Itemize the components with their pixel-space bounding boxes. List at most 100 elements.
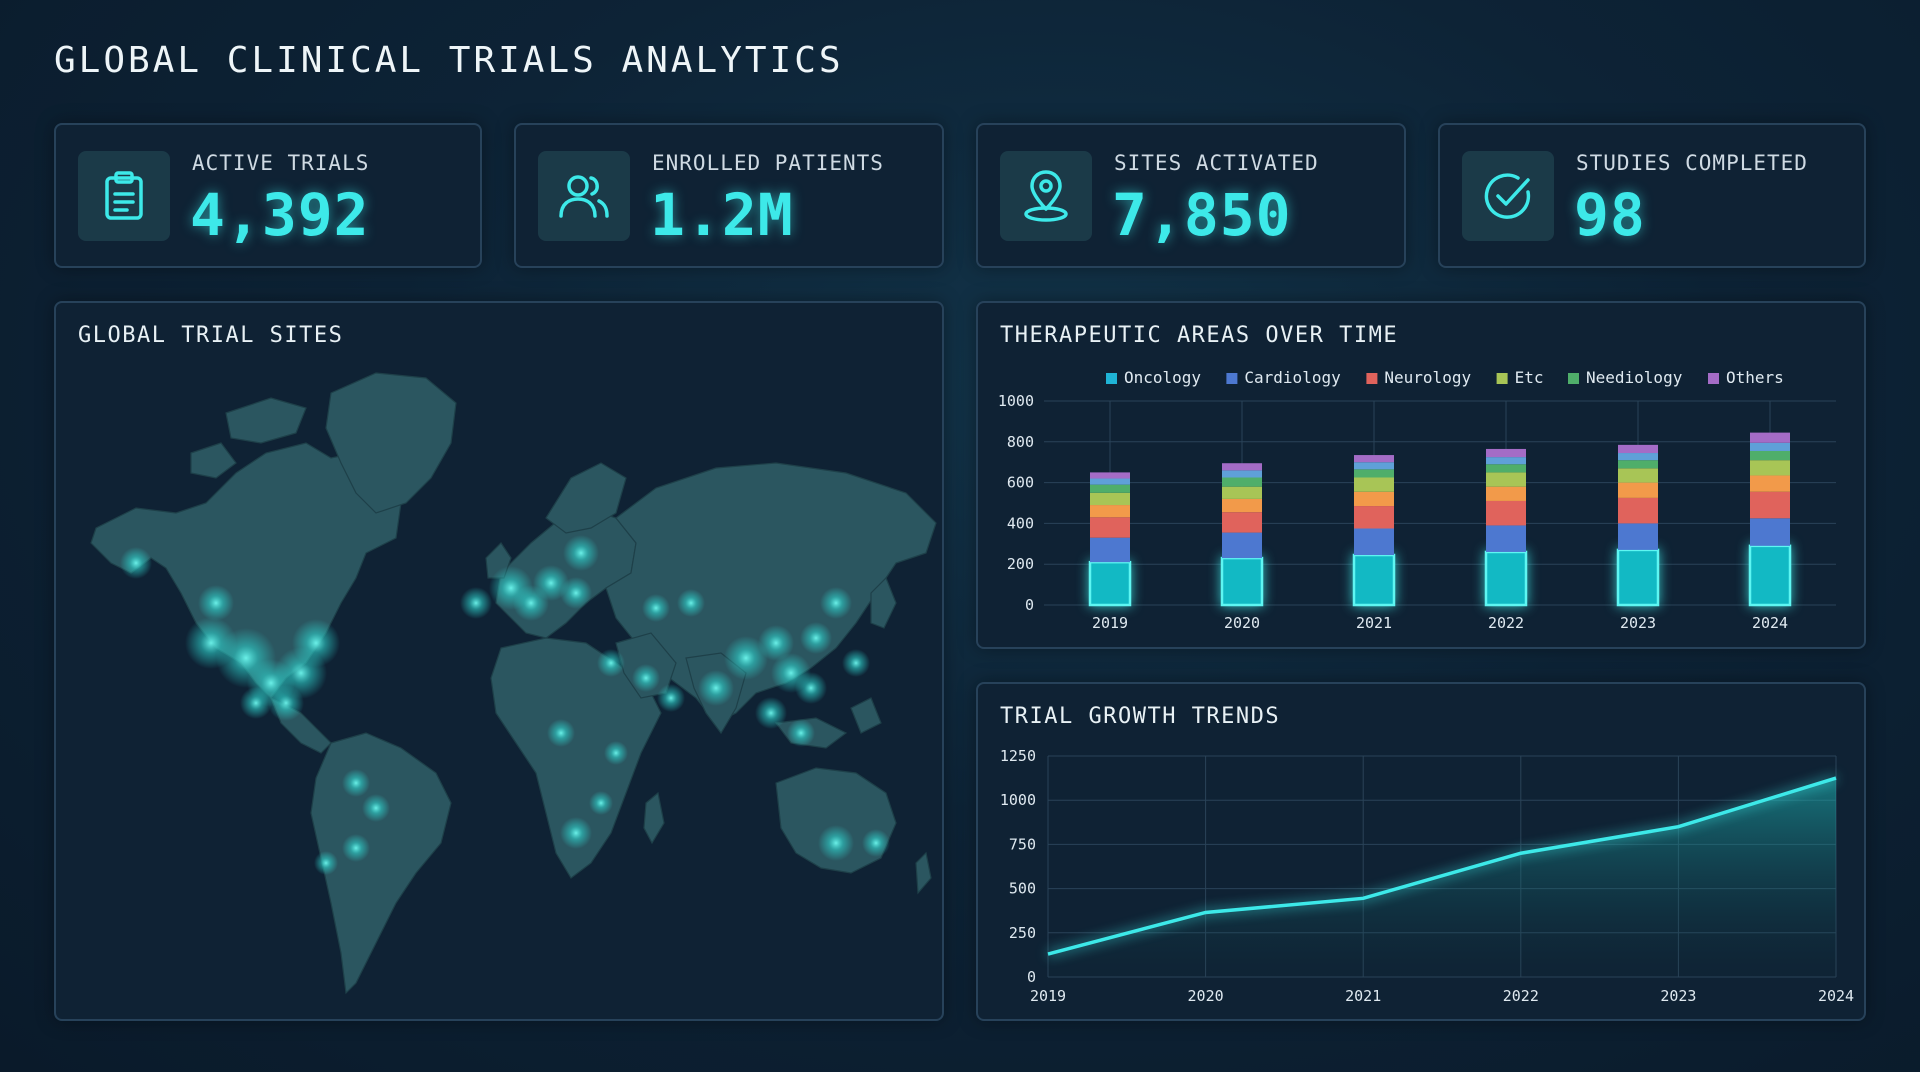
- bar-segment: [1618, 523, 1658, 550]
- legend-label: Neediology: [1586, 368, 1683, 387]
- bar-segment: [1090, 484, 1130, 493]
- x-tick-label: 2019: [1092, 614, 1128, 632]
- bar-segment: [1750, 475, 1790, 492]
- bar-segment: [1354, 491, 1394, 507]
- y-tick-label: 750: [1009, 835, 1036, 853]
- kpi-card-sites-activated[interactable]: SITES ACTIVATED 7,850: [976, 123, 1406, 268]
- growth-line: [1047, 776, 1837, 956]
- bar-segment: [1354, 462, 1394, 470]
- y-tick-label: 500: [1009, 880, 1036, 898]
- legend-swatch: [1226, 373, 1238, 384]
- continent-south-america: [310, 732, 452, 995]
- kpi-label: SITES ACTIVATED: [1114, 151, 1319, 175]
- panel-title: GLOBAL TRIAL SITES: [78, 323, 344, 348]
- x-tick-label: 2023: [1620, 614, 1656, 632]
- bar-segment: [1750, 432, 1790, 443]
- bar-segment: [1750, 460, 1790, 476]
- clipboard-icon: [78, 151, 170, 241]
- bar-segment: [1222, 512, 1262, 533]
- bar-segment: [1486, 457, 1526, 465]
- users-icon: [538, 151, 630, 241]
- x-tick-label: 2024: [1752, 614, 1788, 632]
- x-tick-label: 2021: [1345, 987, 1381, 1005]
- bar-segment: [1090, 492, 1130, 506]
- y-tick-label: 1000: [998, 392, 1034, 410]
- x-tick-label: 2022: [1503, 987, 1539, 1005]
- bar-segment: [1222, 532, 1262, 559]
- y-tick-label: 800: [1007, 433, 1034, 451]
- trial-growth-chart[interactable]: 0 250 500 750 1000 1250 2019 2020 2021 2022 2023 20…: [978, 684, 1864, 1019]
- x-tick-label: 2023: [1660, 987, 1696, 1005]
- legend-label: Etc: [1515, 368, 1544, 387]
- bar-segment: [1486, 448, 1526, 458]
- bar-segment: [1618, 444, 1658, 454]
- kpi-label: STUDIES COMPLETED: [1576, 151, 1808, 175]
- bar-segment: [1354, 477, 1394, 492]
- bar-segment: [1354, 469, 1394, 478]
- location-pin-icon: [1000, 151, 1092, 241]
- kpi-card-active-trials[interactable]: ACTIVE TRIALS 4,392: [54, 123, 482, 268]
- legend-swatch: [1106, 373, 1117, 384]
- bar-segment: [1354, 506, 1394, 529]
- y-tick-label: 0: [1025, 596, 1034, 614]
- check-circle-icon: [1462, 151, 1554, 241]
- kpi-value: 4,392: [190, 181, 370, 249]
- bar-segment: [1750, 518, 1790, 546]
- therapeutic-areas-panel: THERAPEUTIC AREAS OVER TIME Oncology Card…: [976, 301, 1866, 649]
- legend-swatch: [1568, 373, 1579, 384]
- y-tick-label: 600: [1007, 474, 1034, 492]
- bar-segment: [1484, 550, 1528, 607]
- trial-site-hotspots: [120, 535, 890, 875]
- bar-segment: [1354, 528, 1394, 556]
- trial-growth-panel: TRIAL GROWTH TRENDS 0 250 500 750 1000 1250 20…: [976, 682, 1866, 1021]
- legend-swatch: [1366, 373, 1378, 384]
- x-tick-label: 2022: [1488, 614, 1524, 632]
- bar-segment: [1616, 548, 1660, 607]
- legend-label: Others: [1726, 368, 1784, 387]
- bar-segment: [1486, 500, 1526, 526]
- kpi-label: ACTIVE TRIALS: [192, 151, 370, 175]
- bar-segment: [1090, 517, 1130, 538]
- bar-segment: [1088, 560, 1132, 607]
- bar-segment: [1220, 556, 1264, 607]
- bar-segment: [1352, 553, 1396, 607]
- therapeutic-areas-chart[interactable]: Oncology Cardiology Neurology Etc Neediology…: [978, 303, 1864, 647]
- y-tick-label: 250: [1009, 924, 1036, 942]
- bar-segment: [1618, 482, 1658, 498]
- bar-segment: [1486, 464, 1526, 473]
- bar-segment: [1486, 486, 1526, 501]
- bar-segment: [1222, 498, 1262, 513]
- x-tick-label: 2021: [1356, 614, 1392, 632]
- bar-segment: [1222, 477, 1262, 487]
- legend-swatch: [1708, 373, 1719, 384]
- panel-title: TRIAL GROWTH TRENDS: [1000, 704, 1281, 729]
- legend-swatch: [1496, 373, 1508, 384]
- bar-segment: [1618, 468, 1658, 483]
- world-map[interactable]: [56, 303, 942, 1019]
- kpi-value: 1.2M: [650, 181, 794, 249]
- legend-label: Cardiology: [1244, 368, 1341, 387]
- bar-segment: [1750, 491, 1790, 519]
- bar-segment: [1618, 497, 1658, 524]
- bar-segment: [1486, 525, 1526, 552]
- x-tick-label: 2024: [1818, 987, 1854, 1005]
- y-tick-label: 1000: [1000, 791, 1036, 809]
- bar-segment: [1090, 478, 1130, 485]
- bar-segment: [1618, 453, 1658, 461]
- bar-segment: [1222, 470, 1262, 478]
- kpi-card-enrolled-patients[interactable]: ENROLLED PATIENTS 1.2M: [514, 123, 944, 268]
- kpi-label: ENROLLED PATIENTS: [652, 151, 884, 175]
- legend-label: Neurology: [1384, 368, 1471, 387]
- bar-segment: [1486, 472, 1526, 487]
- bar-segment: [1222, 463, 1262, 471]
- bar-segment: [1090, 472, 1130, 479]
- bar-segment: [1750, 442, 1790, 451]
- legend-label: Oncology: [1124, 368, 1201, 387]
- x-tick-label: 2020: [1224, 614, 1260, 632]
- x-tick-label: 2020: [1188, 987, 1224, 1005]
- bar-segment: [1222, 486, 1262, 499]
- kpi-card-studies-completed[interactable]: STUDIES COMPLETED 98: [1438, 123, 1866, 268]
- y-tick-label: 0: [1027, 968, 1036, 986]
- page-title: GLOBAL CLINICAL TRIALS ANALYTICS: [54, 40, 844, 81]
- continent-greenland: [325, 372, 457, 514]
